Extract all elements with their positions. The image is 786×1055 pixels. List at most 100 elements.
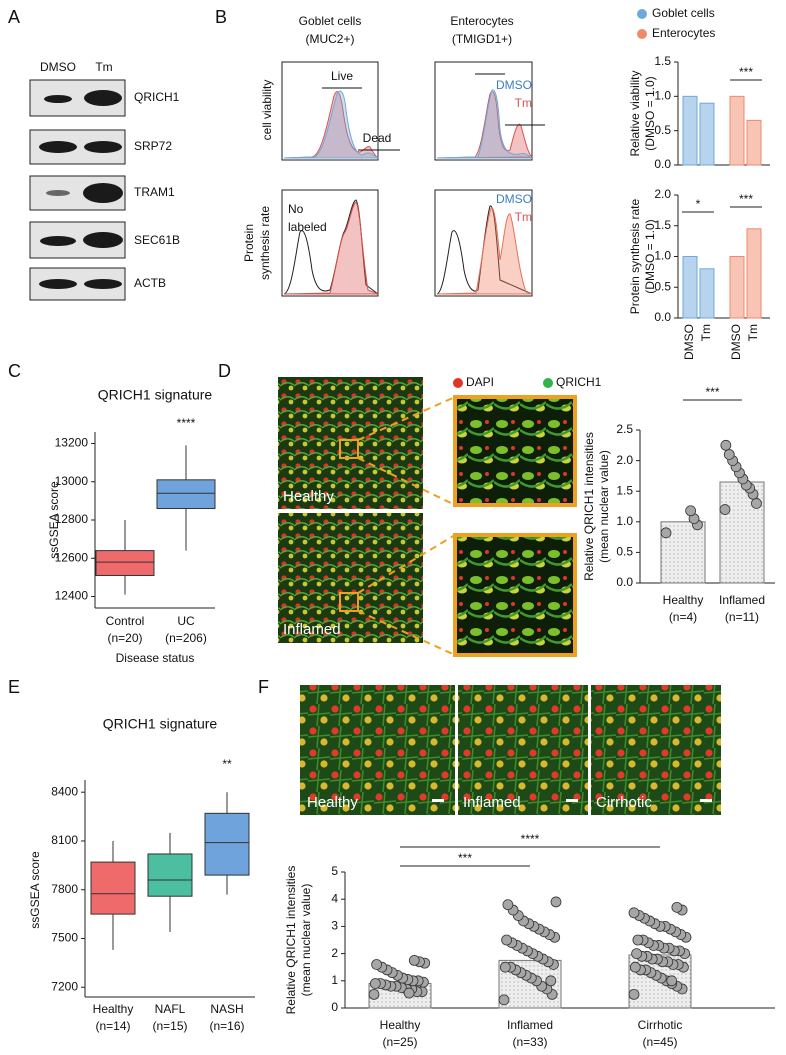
- annotation: labeled: [288, 220, 327, 234]
- image-label: Healthy: [307, 794, 358, 811]
- data-point: [631, 948, 642, 959]
- data-point: [550, 896, 562, 908]
- histogram-curve: [283, 91, 379, 159]
- y-tick-label: 1: [331, 973, 338, 987]
- data-point: [632, 934, 644, 946]
- data-point: [501, 934, 513, 946]
- data-point: [628, 907, 640, 919]
- annotation: Tm: [515, 210, 532, 224]
- bands: [39, 90, 123, 289]
- histogram-curve: [436, 91, 534, 159]
- y-axis-title: (DMSO = 1.0): [643, 219, 657, 293]
- x-tick-label: Cirrhotic: [638, 1018, 683, 1032]
- box: [147, 853, 193, 897]
- y-tick-label: 0.0: [616, 575, 633, 589]
- y-tick-label: 8400: [51, 784, 78, 798]
- micrographs: [278, 377, 577, 657]
- band: [39, 279, 77, 289]
- annotation: Live: [331, 69, 353, 83]
- x-tick-label: (n=25): [382, 1035, 417, 1049]
- y-axis-title: Relative QRICH1 intensities: [582, 432, 596, 581]
- y-tick-label: 0.0: [654, 310, 671, 324]
- x-tick-label: (n=45): [642, 1035, 677, 1049]
- band: [40, 236, 76, 246]
- x-tick-label: Tm: [746, 324, 760, 341]
- zoom-image: [453, 533, 577, 657]
- y-tick-label: 1.0: [654, 89, 671, 103]
- band: [44, 95, 72, 103]
- charts: 1240012600128001300013200****Control(n=2…: [51, 6, 775, 1049]
- micrograph: [300, 685, 455, 815]
- protein-label: SRP72: [134, 139, 172, 153]
- panel-label: B: [215, 7, 227, 27]
- legend-label: QRICH1: [556, 375, 602, 389]
- row-label: Protein: [242, 224, 256, 262]
- x-tick-label: (n=4): [669, 610, 697, 624]
- band: [83, 183, 123, 203]
- data-point: [719, 504, 731, 515]
- column-header: (MUC2+): [305, 32, 354, 46]
- y-tick-label: 0.5: [654, 123, 671, 137]
- significance-label: ***: [739, 65, 753, 79]
- y-tick-label: 1.5: [654, 218, 671, 232]
- data-point: [628, 989, 640, 1000]
- zoom-box: [339, 592, 359, 612]
- histogram-curve: [283, 90, 380, 159]
- micrograph: [458, 685, 588, 815]
- histogram-frame: [281, 61, 379, 161]
- box: [204, 812, 250, 876]
- zoom-line: [357, 610, 456, 656]
- column-header: (TMIGD1+): [452, 32, 512, 46]
- data-point: [660, 527, 672, 539]
- bar: [746, 228, 762, 319]
- micrograph: [278, 513, 423, 643]
- legend-label: Enterocytes: [652, 26, 715, 40]
- band: [83, 232, 123, 248]
- image-label: Healthy: [283, 488, 334, 505]
- y-tick-label: 2.0: [654, 187, 671, 201]
- y-tick-label: 0.5: [654, 279, 671, 293]
- row-label: synthesis rate: [258, 206, 272, 280]
- data-point: [403, 987, 415, 999]
- data-point: [666, 975, 678, 987]
- annotation: DMSO: [496, 192, 532, 206]
- x-tick-label: Tm: [699, 324, 713, 341]
- histogram-frame: [281, 189, 379, 297]
- significance-label: ***: [705, 385, 719, 399]
- y-axis-title: Protein synthesis rate: [628, 198, 642, 314]
- y-tick-label: 13000: [55, 474, 89, 488]
- y-axis-title: (mean nuclear value): [299, 884, 313, 997]
- panel-label: E: [8, 677, 20, 697]
- histogram-curve: [436, 89, 533, 159]
- chart-title: QRICH1 signature: [103, 716, 218, 732]
- zoom-line: [357, 396, 456, 441]
- y-tick-label: 5: [331, 864, 338, 878]
- box: [95, 550, 155, 576]
- y-tick-label: 0.5: [616, 545, 633, 559]
- y-tick-label: 1.0: [616, 514, 633, 528]
- data-point: [720, 439, 732, 451]
- y-tick-label: 7800: [51, 882, 78, 896]
- zoom-box: [339, 439, 359, 459]
- y-tick-label: 12600: [55, 550, 89, 564]
- x-tick-label: (n=11): [725, 610, 759, 624]
- bar: [746, 119, 762, 166]
- legend-dot: [543, 378, 553, 388]
- data-point: [545, 975, 557, 987]
- y-tick-label: 4: [331, 891, 338, 905]
- histogram-curve: [283, 199, 379, 295]
- band: [84, 141, 122, 153]
- legend-label: DAPI: [466, 375, 494, 389]
- y-tick-label: 7200: [51, 979, 78, 993]
- blot-column: Tm: [95, 60, 112, 74]
- histograms: [281, 61, 545, 297]
- annotation: Tm: [515, 96, 532, 110]
- band: [84, 279, 122, 289]
- panel-label: F: [258, 677, 269, 697]
- y-tick-label: 8100: [51, 833, 78, 847]
- data-point: [671, 901, 683, 913]
- protein-label: ACTB: [134, 276, 166, 290]
- histogram-frame: [434, 61, 533, 161]
- x-tick-label: Inflamed: [719, 593, 765, 607]
